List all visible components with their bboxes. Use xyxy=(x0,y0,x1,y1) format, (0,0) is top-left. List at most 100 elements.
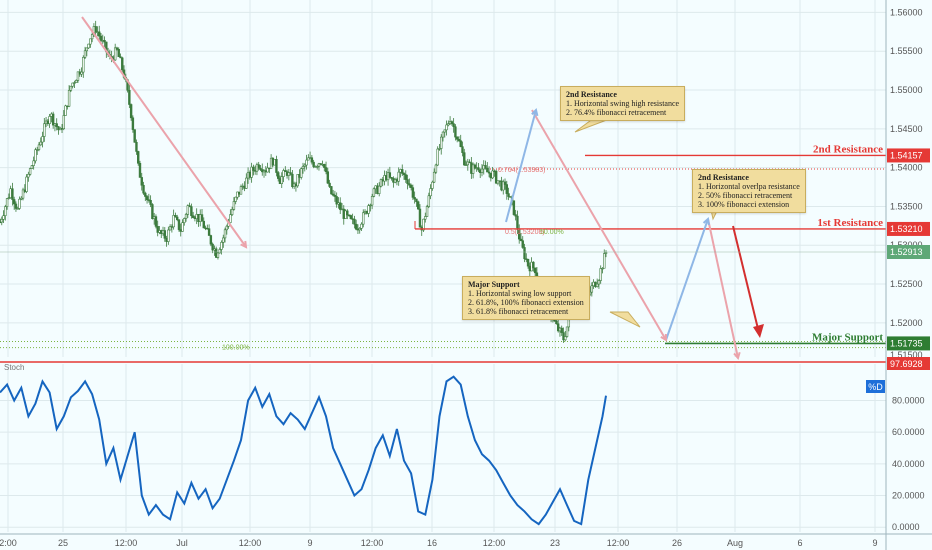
candle-body xyxy=(333,194,337,197)
price-tag xyxy=(887,221,930,236)
candle-body xyxy=(603,253,606,269)
candle-body xyxy=(69,85,73,91)
candle-body xyxy=(36,149,39,151)
trend-arrow xyxy=(505,109,537,223)
candle-body xyxy=(98,31,101,37)
candle-body xyxy=(62,115,65,130)
candle-body xyxy=(459,140,462,147)
time-tick-label: 2:00 xyxy=(0,538,17,548)
price-tag-label: 1.52913 xyxy=(890,247,923,257)
fib-label: 50.00% xyxy=(540,229,564,236)
candle-body xyxy=(34,149,37,162)
candle-body xyxy=(218,249,221,254)
candle-body xyxy=(188,205,191,207)
label-1st-resistance: 1st Resistance xyxy=(817,217,883,229)
candle-body xyxy=(229,214,232,223)
candle-body xyxy=(145,196,149,201)
candle-body xyxy=(232,201,236,210)
candle-body xyxy=(312,161,315,167)
note-2nd-resistance-right[interactable]: 2nd Resistance 1. Horizontal overlpa res… xyxy=(692,169,806,213)
time-tick-label: 12:00 xyxy=(239,538,262,548)
candle-body xyxy=(317,163,321,167)
time-tick-label: 6 xyxy=(797,538,802,548)
candle-body xyxy=(128,90,131,105)
time-tick-label: 12:00 xyxy=(115,538,138,548)
price-tick-label: 1.55500 xyxy=(890,46,923,56)
candle-body xyxy=(12,199,16,205)
candle-body xyxy=(113,47,117,61)
time-tick-label: 12:00 xyxy=(607,538,630,548)
candle-body xyxy=(335,196,338,205)
candle-body xyxy=(172,215,175,228)
candle-body xyxy=(39,141,42,146)
candle-body xyxy=(303,164,306,167)
candle-body xyxy=(397,171,400,182)
stoch-tick-label: 80.0000 xyxy=(892,395,925,405)
candle-body xyxy=(494,170,498,184)
trend-arrowhead xyxy=(660,333,668,342)
candle-body xyxy=(367,205,370,214)
fib-label: 0.5(1.53208) xyxy=(505,229,545,236)
candle-body xyxy=(7,197,11,199)
candle-body xyxy=(174,215,177,218)
candle-body xyxy=(590,285,594,293)
candle-body xyxy=(190,206,193,217)
candle-body xyxy=(507,193,510,197)
time-tick-label: 23 xyxy=(550,538,560,548)
note-major-support[interactable]: Major Support 1. Horizontal swing low su… xyxy=(462,276,590,320)
candle-body xyxy=(406,179,409,184)
candle-body xyxy=(477,167,480,171)
candle-body xyxy=(390,177,393,179)
candle-body xyxy=(560,327,563,333)
candle-body xyxy=(64,105,67,116)
candle-body xyxy=(301,166,305,169)
candle-body xyxy=(324,167,328,172)
price-tag-label: 1.53210 xyxy=(890,224,923,234)
stoch-panel: Stoch %D xyxy=(0,363,885,526)
time-tick-label: 12:00 xyxy=(483,538,506,548)
candle-body xyxy=(532,261,535,269)
grid-lines xyxy=(0,0,886,532)
candle-body xyxy=(604,252,608,254)
candle-body xyxy=(526,258,530,267)
note-2nd-resistance-top[interactable]: 2nd Resistance 1. Horizontal swing high … xyxy=(560,86,686,121)
candle-body xyxy=(346,210,349,216)
candle-body xyxy=(514,214,517,217)
candle-body xyxy=(11,188,14,200)
stoch-tick-label: 60.0000 xyxy=(892,427,925,437)
stoch-legend-label: %D xyxy=(868,382,883,392)
stoch-d-line xyxy=(0,375,607,526)
candle-body xyxy=(432,171,436,183)
candle-body xyxy=(151,204,154,219)
candle-body xyxy=(473,164,477,169)
candle-body xyxy=(487,171,491,174)
stoch-tick-label: 20.0000 xyxy=(892,491,925,501)
candle-body xyxy=(18,198,21,209)
candle-body xyxy=(512,200,516,215)
candle-body xyxy=(90,34,94,40)
candle-body xyxy=(117,48,120,58)
candle-body xyxy=(601,267,604,270)
trend-arrow xyxy=(531,109,667,341)
candle-body xyxy=(16,208,19,210)
candle-body xyxy=(300,168,303,178)
candle-body xyxy=(140,177,143,186)
stoch-tag xyxy=(887,357,930,370)
candle-body xyxy=(257,164,260,169)
time-tick-label: Jul xyxy=(176,538,188,548)
candle-body xyxy=(305,159,308,166)
candle-body xyxy=(330,186,333,195)
candle-body xyxy=(533,267,537,274)
candle-body xyxy=(402,173,406,175)
candle-body xyxy=(137,151,140,164)
candle-body xyxy=(25,176,28,192)
candle-body xyxy=(266,167,269,173)
candle-body xyxy=(186,205,190,215)
candle-body xyxy=(121,57,124,71)
candle-body xyxy=(41,136,44,143)
candle-body xyxy=(491,170,494,179)
forecast-arrow xyxy=(732,225,760,334)
candle-body xyxy=(471,164,475,174)
candle-body xyxy=(441,131,445,138)
